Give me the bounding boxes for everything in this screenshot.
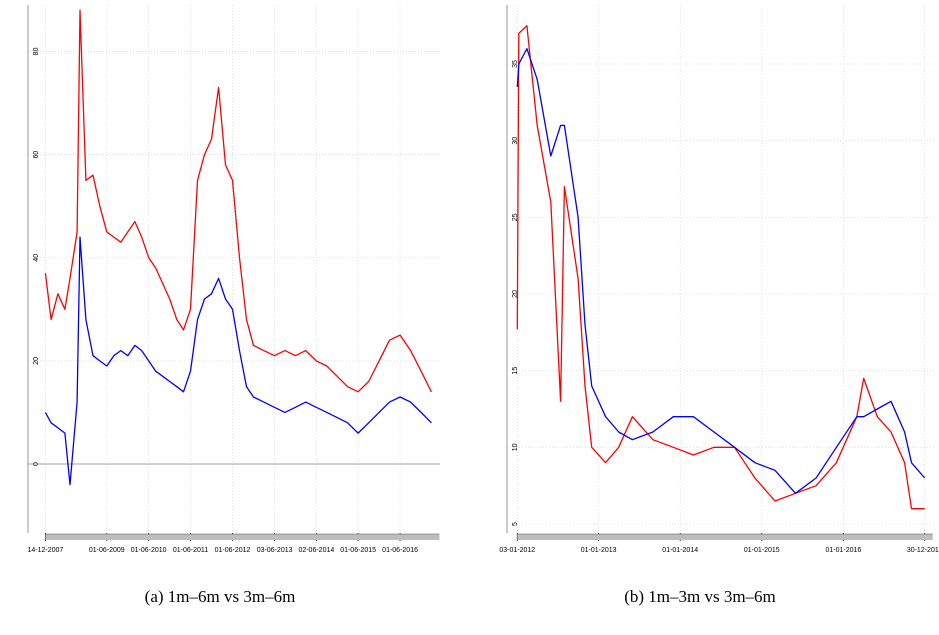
series-line — [516, 25, 925, 510]
y-tick-label: 25 — [512, 213, 519, 221]
x-tick-label: 01-01-2013 — [581, 547, 617, 554]
x-tick-label: 01-06-2010 — [131, 547, 167, 554]
series-line — [44, 9, 432, 393]
x-tick-label: 30-12-2016 — [907, 547, 939, 554]
series-line — [516, 48, 926, 494]
x-tick-label: 01-01-2016 — [825, 547, 861, 554]
caption: (a) 1m–6m vs 3m–6m — [145, 587, 296, 606]
y-tick-label: 20 — [512, 290, 519, 298]
y-tick-label: 60 — [33, 151, 40, 159]
x-axis-bar — [45, 534, 440, 540]
x-tick-label: 01-06-2016 — [382, 547, 418, 554]
x-tick-label: 02-06-2014 — [298, 547, 334, 554]
x-tick-label: 01-06-2015 — [340, 547, 376, 554]
caption: (b) 1m–3m vs 3m–6m — [624, 587, 776, 606]
x-tick-label: 03-06-2013 — [257, 547, 293, 554]
y-tick-label: 40 — [33, 254, 40, 262]
y-tick-label: 35 — [512, 60, 519, 68]
x-axis-bar — [517, 534, 933, 540]
x-tick-label: 01-01-2015 — [744, 547, 780, 554]
x-tick-label: 03-01-2012 — [499, 547, 535, 554]
y-tick-label: 20 — [33, 357, 40, 365]
x-tick-label: 01-06-2011 — [173, 547, 208, 554]
x-tick-label: 01-01-2014 — [662, 547, 698, 554]
x-tick-label: 01-06-2009 — [89, 547, 125, 554]
y-tick-label: 80 — [33, 47, 40, 55]
x-tick-label: 14-12-2007 — [28, 547, 64, 554]
x-tick-label: 01-06-2012 — [215, 547, 251, 554]
y-tick-label: 5 — [512, 522, 519, 526]
y-tick-label: 30 — [512, 137, 519, 145]
y-tick-label: 15 — [512, 367, 519, 375]
series-line — [44, 236, 432, 486]
y-tick-label: 10 — [512, 443, 519, 451]
